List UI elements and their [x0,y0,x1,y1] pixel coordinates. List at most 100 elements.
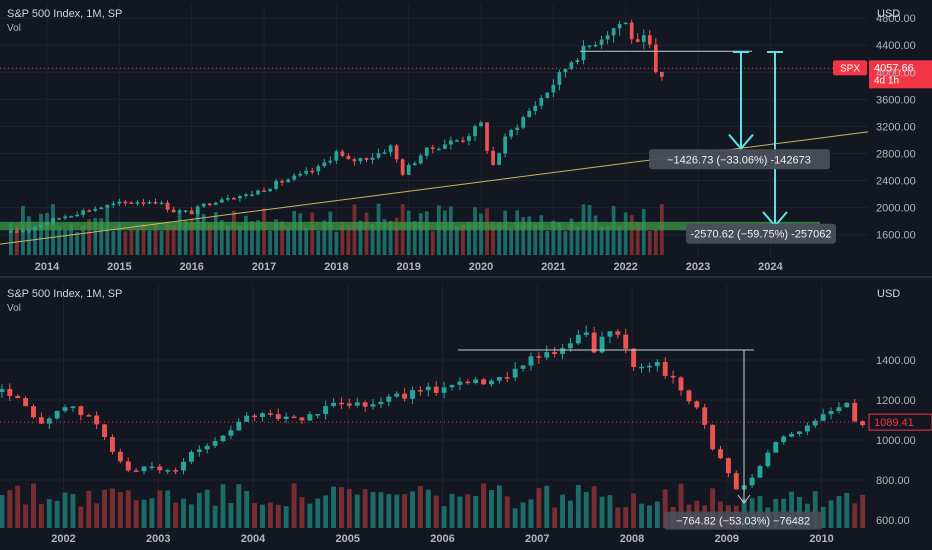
candle-body [418,155,423,164]
candle-body [662,361,668,376]
volume-bar [386,494,392,528]
support-zone[interactable] [0,221,820,231]
top-price-axis[interactable]: 4800.00 4400.00 4000.00 3600.00 3200.00 2800.… [876,13,916,242]
candle-body [299,417,305,421]
time-tick-label: 2007 [525,533,549,545]
candle-body [23,398,29,407]
volume-bar [678,483,684,528]
candle-body [354,402,360,406]
candle-body [219,199,224,203]
candle-body [641,35,646,42]
candle-body [70,406,76,408]
price-tick-label: 800.00 [876,475,910,487]
candle-body [749,477,755,486]
candle-body [410,390,415,399]
volume-bar [207,223,212,255]
volume-bar [15,485,21,528]
candle-body [362,402,368,407]
candle-body [165,470,171,472]
volume-bar [334,231,339,255]
bottom-time-axis[interactable]: 2002 2003 2004 2005 2006 2007 2008 2009 2010 [51,533,834,545]
candle-body [820,414,826,421]
candle-body [394,393,400,397]
volume-bar [280,221,284,255]
volume-bar [515,210,520,255]
candle-body [225,198,230,200]
candle-body [568,343,573,349]
volume-bar [605,226,610,255]
bottom-price-axis[interactable]: 1400.00 1200.00 1000.00 800.00 600.00 [876,355,916,527]
candle-body [654,361,660,366]
bottom-chart-panel[interactable]: 1089.41−764.82 (−53.03%) −76482 1400.001… [0,284,932,545]
candle-body [797,431,802,434]
volume-bar [93,218,98,255]
top-time-axis[interactable]: 2014 2015 2016 2017 2018 2019 2020 2021 2022 2023… [35,261,784,273]
volume-bar [394,494,400,528]
time-tick-label: 2017 [252,261,276,273]
volume-bar [69,224,73,255]
time-tick-label: 2018 [324,261,348,273]
candle-body [307,414,313,421]
candle-body [376,153,381,158]
candle-body [489,380,494,385]
volume-bar [629,215,634,255]
price-tick-label: 1400.00 [876,355,916,367]
candle-body [583,332,589,335]
candle-body [481,379,487,385]
volume-bar [465,494,471,528]
candle-body [21,230,25,232]
volume-bar [568,500,573,528]
volume-bar [315,498,321,528]
candle-body [352,159,357,162]
candle-body [812,420,818,426]
volume-bar [147,230,152,255]
volume-bar [181,498,186,528]
candle-body [69,216,73,218]
price-tick-label: 2800.00 [876,148,916,160]
candle-body [386,396,392,402]
candle-body [686,390,692,402]
volume-bar [268,230,272,255]
volume-bar [449,206,453,255]
candle-body [346,155,351,160]
volume-bar [539,215,544,255]
candle-body [110,437,115,452]
candle-body [425,386,431,391]
candle-body [340,151,345,156]
volume-bar [536,488,542,528]
candle-body [557,72,562,85]
candle-body [465,381,471,384]
candle-body [323,406,329,415]
candle-body [575,334,581,344]
candle-body [165,202,170,210]
volume-bar [299,497,305,528]
volume-bar [244,490,250,528]
candle-body [536,356,542,358]
candle-body [117,451,123,462]
volume-bar [485,208,489,255]
volume-bar [388,220,393,255]
symbol-tag[interactable] [833,60,867,76]
candle-body [545,92,550,99]
volume-bar [328,211,333,255]
volume-bar [322,220,327,255]
candle-body [599,336,605,353]
candle-body [63,216,67,219]
price-label-value: 4057.66 [874,62,914,74]
volume-bar [33,229,37,255]
volume-bar [135,229,140,255]
symbol-tag-text: SPX [840,63,860,74]
volume-bar [177,209,182,255]
candle-body [417,390,423,392]
volume-bar [173,502,179,528]
candle-body [236,421,242,431]
candle-body [449,140,453,145]
volume-bar [364,212,369,255]
volume-bar [662,489,668,528]
volume-bar [653,229,658,255]
volume-bar [623,212,628,255]
candle-body [789,433,795,437]
candle-body [844,402,850,408]
volume-bar [442,210,447,255]
